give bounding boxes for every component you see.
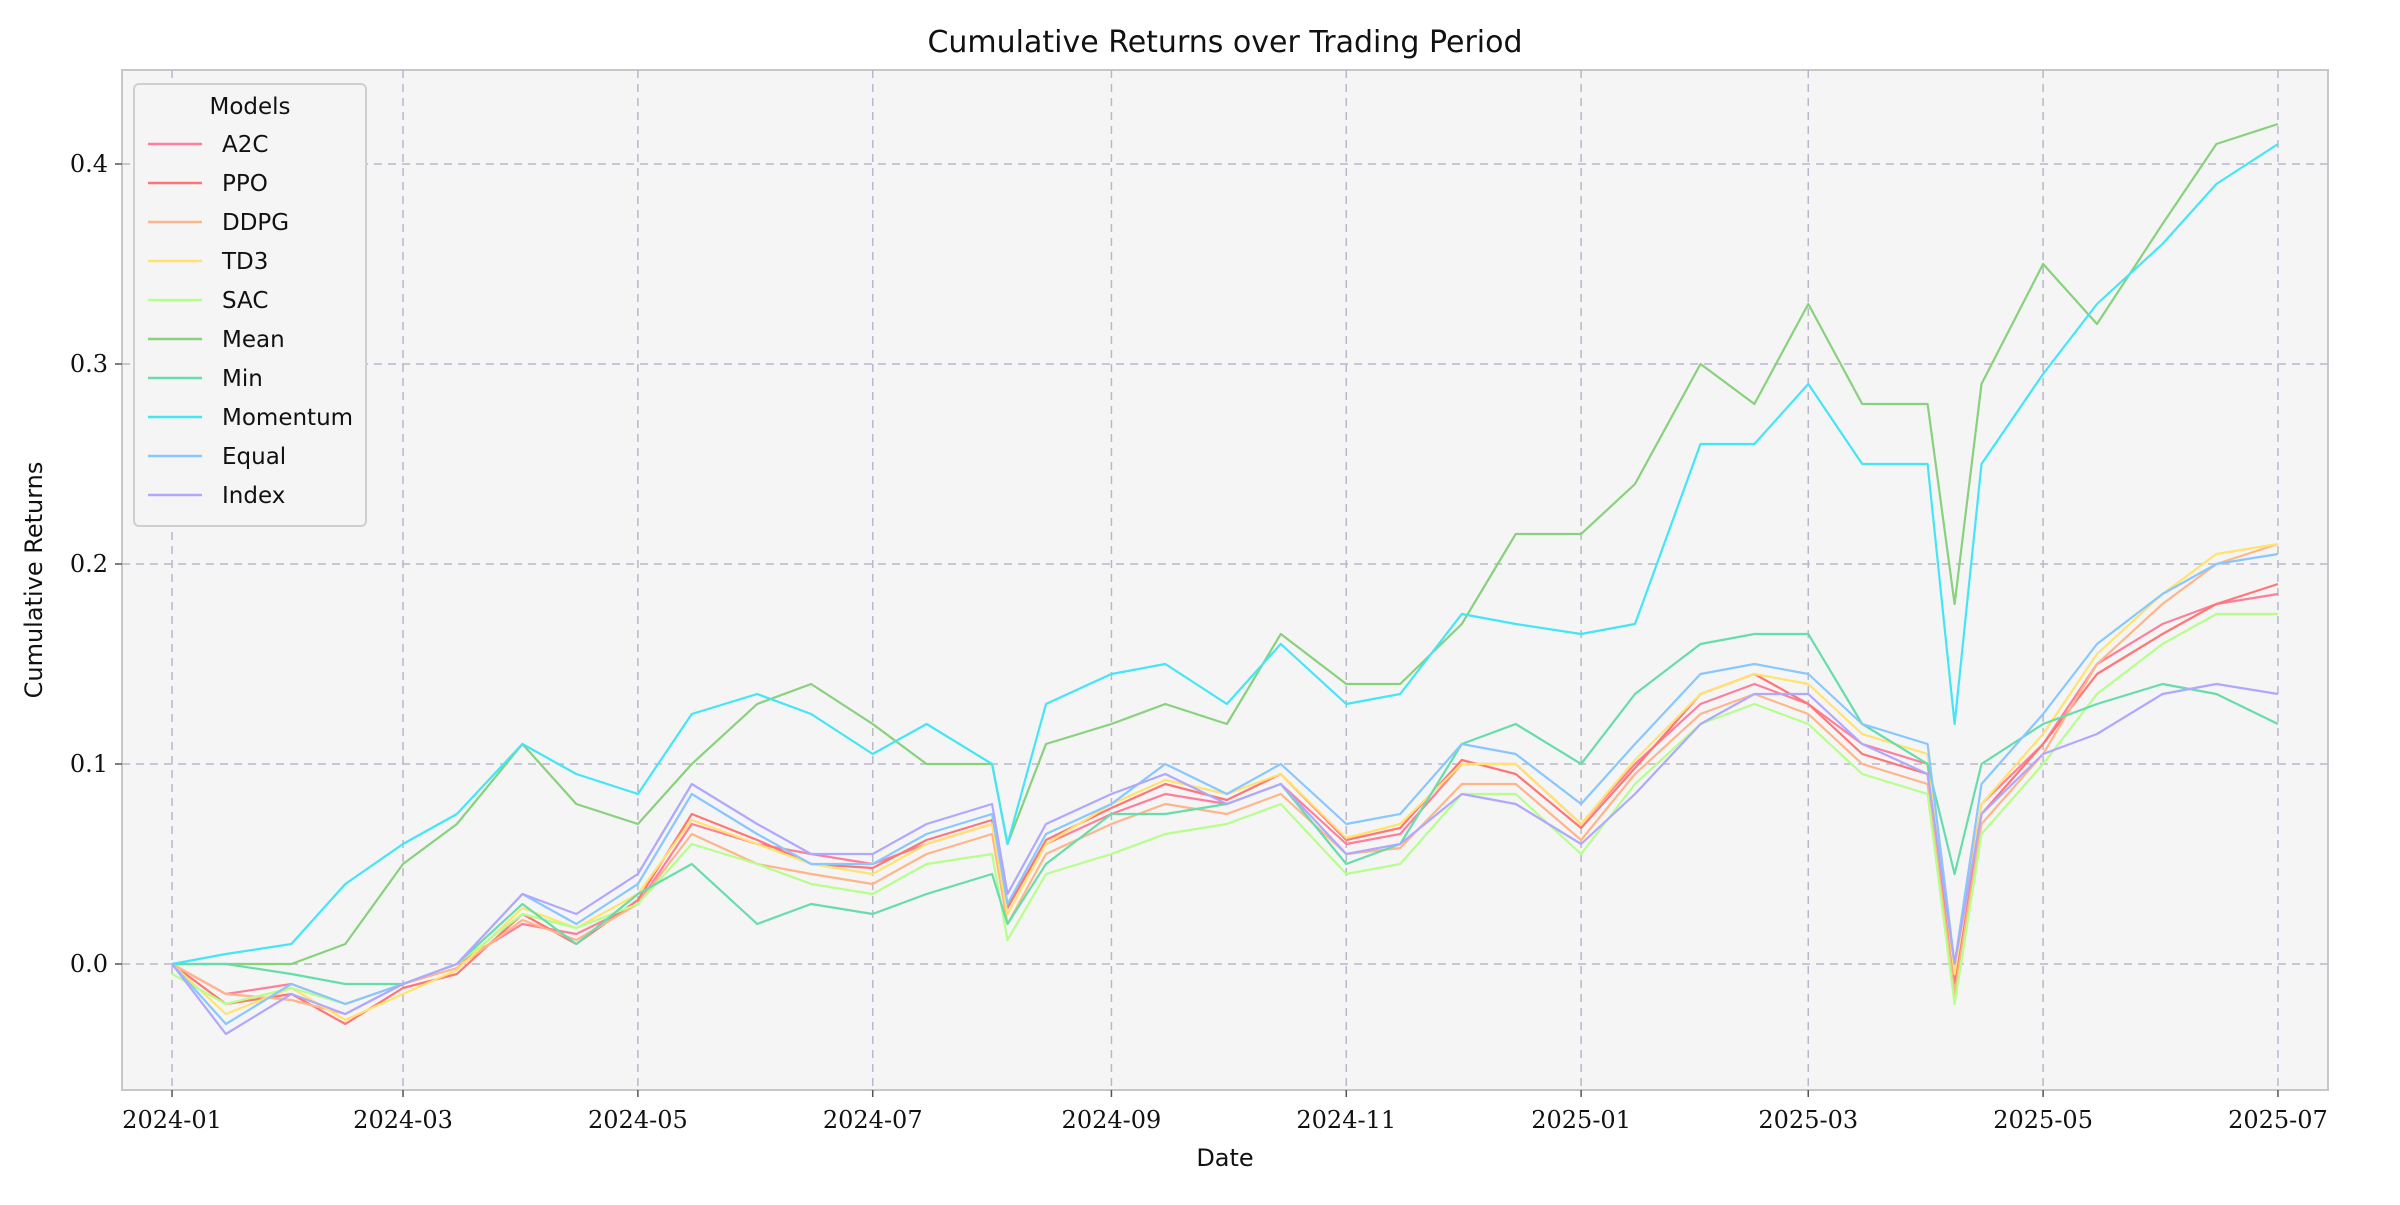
legend-item: Min: [148, 366, 263, 392]
legend-item: Equal: [148, 444, 286, 470]
legend-label: Equal: [222, 444, 286, 470]
legend-label: Min: [222, 366, 263, 392]
legend-title: Models: [209, 94, 290, 120]
legend-label: A2C: [222, 132, 268, 158]
x-tick-label: 2024-09: [1062, 1106, 1162, 1134]
x-tick-label: 2025-01: [1531, 1106, 1631, 1134]
y-tick-label: 0.4: [70, 150, 108, 178]
legend-item: TD3: [148, 249, 268, 275]
y-tick-label: 0.0: [70, 950, 108, 978]
legend-item: Momentum: [148, 405, 353, 431]
chart-title: Cumulative Returns over Trading Period: [927, 25, 1522, 60]
series-line-ddpg: [171, 542, 2279, 1016]
x-tick-label: 2024-07: [823, 1106, 923, 1134]
series-line-momentum: [171, 143, 2279, 966]
legend-item: Index: [148, 483, 285, 509]
y-tick-label: 0.3: [70, 350, 108, 378]
series-line-equal: [171, 552, 2279, 1026]
legend-item: SAC: [148, 288, 268, 314]
series-lines: [171, 122, 2279, 1036]
x-tick-label: 2025-03: [1758, 1106, 1858, 1134]
x-tick-label: 2024-05: [588, 1106, 688, 1134]
legend-box: [133, 83, 367, 527]
legend-item: DDPG: [148, 210, 289, 236]
legend-label: Mean: [222, 327, 285, 353]
legend-label: TD3: [221, 249, 268, 275]
x-tick-label: 2024-11: [1296, 1106, 1396, 1134]
legend-item: Mean: [148, 327, 285, 353]
legend-label: SAC: [222, 288, 268, 314]
y-tick-label: 0.2: [70, 550, 108, 578]
y-tick-label: 0.1: [70, 750, 108, 778]
series-line-ppo: [171, 582, 2279, 1026]
legend: Models A2C PPO DDPG TD3 SAC Mean Min Momentum Eq…: [133, 83, 367, 527]
x-axis-title: Date: [1196, 1144, 1253, 1172]
legend-items: A2C PPO DDPG TD3 SAC Mean Min Momentum Equal Inde…: [148, 132, 353, 509]
x-tick-label: 2025-05: [1993, 1106, 2093, 1134]
plot-area: [121, 69, 2329, 1091]
legend-label: PPO: [222, 171, 268, 197]
x-tick-label: 2024-03: [353, 1106, 453, 1134]
legend-label: DDPG: [222, 210, 289, 236]
legend-item: A2C: [148, 132, 268, 158]
legend-item: PPO: [148, 171, 268, 197]
legend-label: Momentum: [222, 405, 353, 431]
x-tick-label: 2024-01: [122, 1106, 222, 1134]
series-line-index: [171, 682, 2279, 1036]
axes: 2024-01 2024-03 2024-05 2024-07 2024-09 2024-…: [70, 150, 2328, 1134]
y-axis-title: Cumulative Returns: [20, 462, 48, 699]
legend-label: Index: [222, 483, 285, 509]
x-tick-label: 2025-07: [2228, 1106, 2328, 1134]
series-line-mean: [172, 122, 2279, 966]
